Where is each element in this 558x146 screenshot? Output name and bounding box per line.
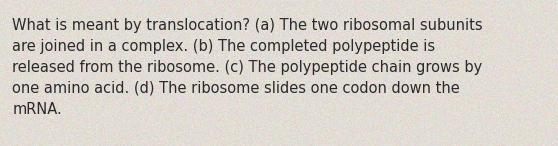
Text: What is meant by translocation? (a) The two ribosomal subunits
are joined in a c: What is meant by translocation? (a) The … [12,18,483,117]
